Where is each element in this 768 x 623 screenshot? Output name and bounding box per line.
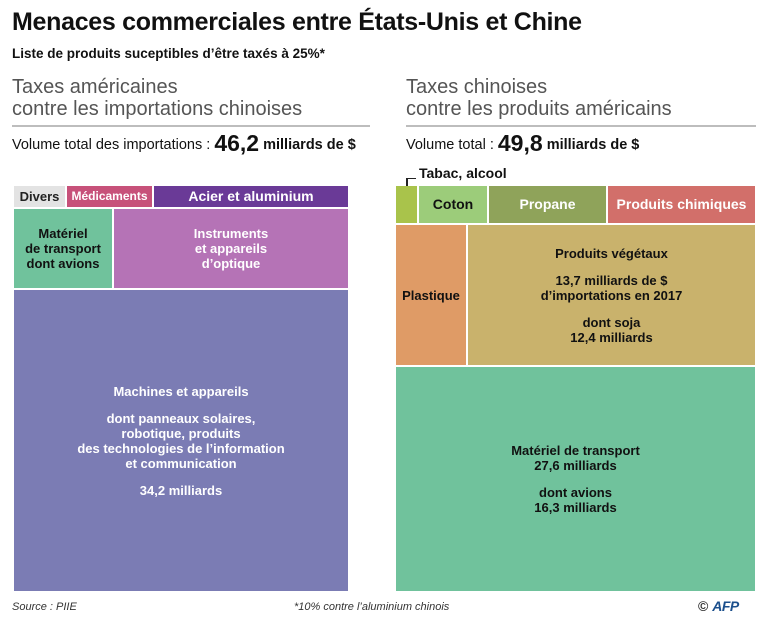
tabac-callout-line-h — [406, 178, 416, 179]
left-panel-divider — [12, 125, 370, 127]
tile-produits-chimiques: Produits chimiques — [608, 186, 755, 223]
tile-materiel-transport-cn: Matériel de transport 27,6 milliards dont… — [396, 367, 755, 591]
left-panel-title-line2: contre les importations chinoises — [12, 98, 303, 120]
right-panel-title: Taxes chinoises contre les produits amér… — [406, 76, 672, 120]
right-volume-value: 49,8 — [497, 130, 543, 156]
tile-plastique-label-1: Plastique — [402, 287, 460, 303]
right-volume: Volume total : 49,8 milliards de $ — [406, 130, 639, 157]
left-panel-title-line1: Taxes américaines — [12, 76, 178, 98]
tile-materiel-transport-cn-label-2: dont avions 16,3 milliards — [534, 485, 617, 515]
tile-machines-appareils: Machines et appareils dont panneaux solai… — [14, 290, 348, 591]
right-panel-title-line1: Taxes chinoises — [406, 76, 548, 98]
right-panel-title-line2: contre les produits américains — [406, 98, 672, 120]
tile-medicaments-label-1: Médicaments — [71, 189, 148, 203]
tile-coton: Coton — [419, 186, 487, 223]
right-panel-divider — [406, 125, 756, 127]
left-panel-title: Taxes américaines contre les importation… — [12, 76, 302, 120]
tile-propane-label-1: Propane — [519, 196, 576, 212]
tile-propane: Propane — [489, 186, 606, 223]
tile-produits-vegetaux: Produits végétaux 13,7 milliards de $ d’i… — [468, 225, 755, 365]
tile-plastique: Plastique — [396, 225, 466, 365]
copyright-symbol: © — [698, 598, 709, 614]
tile-machines-appareils-label-3: 34,2 milliards — [139, 482, 223, 498]
tile-medicaments: Médicaments — [67, 186, 152, 207]
tile-produits-vegetaux-label-2: 13,7 milliards de $ d’importations en 20… — [540, 272, 683, 303]
afp-credit: © AFP — [698, 598, 739, 614]
tile-divers-label-1: Divers — [19, 189, 60, 204]
tile-instruments-optique-label-1: Instruments et appareils d’optique — [193, 226, 269, 271]
tile-machines-appareils-label-2: dont panneaux solaires, robotique, produ… — [77, 410, 285, 471]
tile-produits-vegetaux-label-1: Produits végétaux — [555, 245, 668, 261]
tile-produits-chimiques-label-1: Produits chimiques — [616, 196, 747, 212]
chart-subtitle: Liste de produits suceptibles d’être tax… — [12, 46, 325, 61]
tile-materiel-transport-label-1: Matériel de transport dont avions — [25, 226, 101, 271]
left-volume-unit: milliards de $ — [263, 137, 356, 153]
tile-instruments-optique: Instruments et appareils d’optique — [114, 209, 348, 288]
tile-acier-aluminium: Acier et aluminium — [154, 186, 348, 207]
tile-machines-appareils-label-1: Machines et appareils — [113, 383, 249, 399]
tile-materiel-transport-cn-label-1: Matériel de transport 27,6 milliards — [511, 443, 640, 473]
tile-acier-aluminium-label-1: Acier et aluminium — [188, 188, 314, 204]
tile-divers: Divers — [14, 186, 65, 207]
tile-produits-vegetaux-label-3: dont soja 12,4 milliards — [570, 314, 653, 345]
tabac-callout-label: Tabac, alcool — [419, 165, 507, 181]
tabac-callout-line-v — [406, 178, 408, 188]
chart-title: Menaces commerciales entre États-Unis et… — [12, 8, 582, 36]
afp-logo: AFP — [712, 598, 739, 614]
left-volume-label: Volume total des importations : — [12, 137, 211, 153]
tile-tabac-alcool — [396, 186, 417, 223]
tile-coton-label-1: Coton — [432, 196, 474, 212]
tile-materiel-transport: Matériel de transport dont avions — [14, 209, 112, 288]
left-volume: Volume total des importations : 46,2 mil… — [12, 130, 356, 157]
right-volume-label: Volume total : — [406, 137, 494, 153]
footnote: *10% contre l’aluminium chinois — [294, 601, 450, 613]
source-note: Source : PIIE — [12, 601, 77, 613]
right-volume-unit: milliards de $ — [546, 137, 640, 153]
left-volume-value: 46,2 — [214, 130, 260, 156]
